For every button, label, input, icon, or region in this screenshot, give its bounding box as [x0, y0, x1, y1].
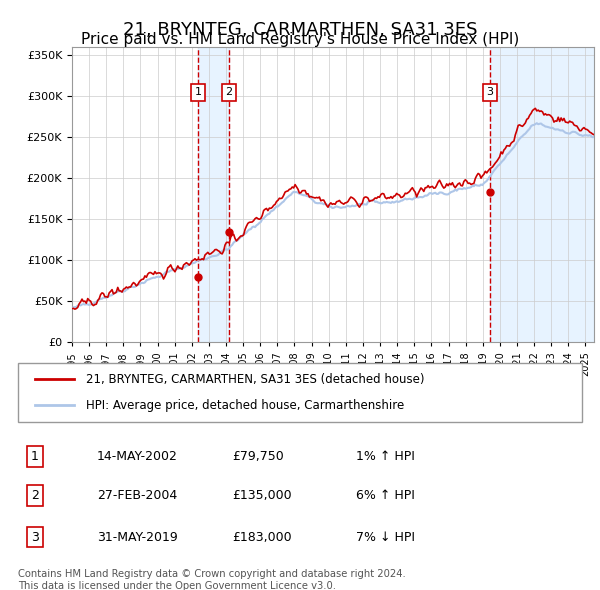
- Bar: [490, 47, 594, 342]
- Text: 31-MAY-2019: 31-MAY-2019: [97, 530, 178, 543]
- Text: 1: 1: [194, 87, 202, 97]
- Text: 21, BRYNTEG, CARMARTHEN, SA31 3ES (detached house): 21, BRYNTEG, CARMARTHEN, SA31 3ES (detac…: [86, 373, 424, 386]
- Text: 6% ↑ HPI: 6% ↑ HPI: [356, 489, 415, 502]
- Text: £79,750: £79,750: [232, 450, 284, 463]
- Text: Price paid vs. HM Land Registry's House Price Index (HPI): Price paid vs. HM Land Registry's House …: [81, 32, 519, 47]
- Bar: [198, 47, 229, 342]
- FancyBboxPatch shape: [18, 363, 582, 422]
- Text: £183,000: £183,000: [232, 530, 292, 543]
- Text: Contains HM Land Registry data © Crown copyright and database right 2024.
This d: Contains HM Land Registry data © Crown c…: [18, 569, 406, 590]
- Text: 14-MAY-2002: 14-MAY-2002: [97, 450, 178, 463]
- Text: 21, BRYNTEG, CARMARTHEN, SA31 3ES: 21, BRYNTEG, CARMARTHEN, SA31 3ES: [123, 21, 477, 39]
- Text: £135,000: £135,000: [232, 489, 292, 502]
- Text: 2: 2: [225, 87, 232, 97]
- Text: 27-FEB-2004: 27-FEB-2004: [97, 489, 177, 502]
- Text: HPI: Average price, detached house, Carmarthenshire: HPI: Average price, detached house, Carm…: [86, 399, 404, 412]
- Text: 3: 3: [31, 530, 39, 543]
- Text: 2: 2: [31, 489, 39, 502]
- Text: 3: 3: [486, 87, 493, 97]
- Text: 1% ↑ HPI: 1% ↑ HPI: [356, 450, 415, 463]
- Text: 1: 1: [31, 450, 39, 463]
- Text: 7% ↓ HPI: 7% ↓ HPI: [356, 530, 415, 543]
